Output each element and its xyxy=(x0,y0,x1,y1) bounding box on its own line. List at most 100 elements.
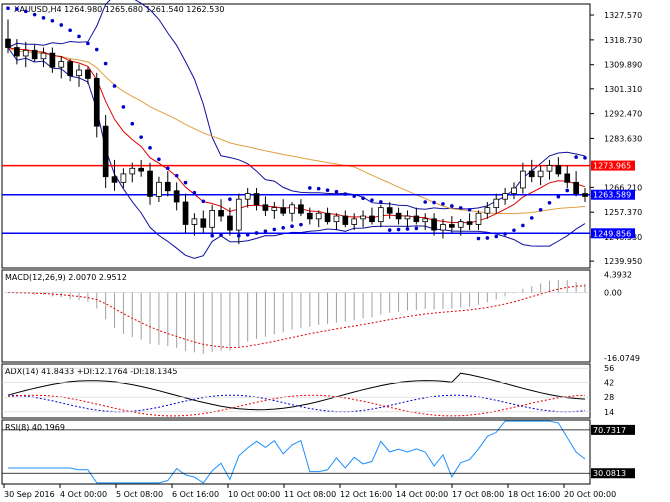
price-tick-label: 1301.310 xyxy=(604,85,642,94)
sar-dot xyxy=(521,223,525,228)
sar-dot xyxy=(574,155,578,159)
sar-dot xyxy=(405,227,410,231)
sar-dot xyxy=(467,207,472,212)
candle-body xyxy=(537,170,544,178)
candle-body xyxy=(85,69,91,79)
time-tick-label: 12 Oct 16:00 xyxy=(340,490,392,499)
sar-dot xyxy=(334,189,339,194)
sar-dot xyxy=(565,188,570,193)
candle-body xyxy=(298,204,304,214)
time-axis: 30 Sep 2016 4 Oct 00:00 5 Oct 08:00 6 Oct 1… xyxy=(3,484,616,499)
candle-body xyxy=(164,181,171,192)
sar-dot xyxy=(245,233,250,237)
level-tag xyxy=(591,228,635,239)
candle-body xyxy=(413,215,420,223)
macd-tick-label: 0.00 xyxy=(604,288,622,297)
sar-dot xyxy=(387,228,392,232)
candle-body xyxy=(431,218,437,231)
candle-body xyxy=(573,181,579,194)
sar-dot xyxy=(148,146,152,150)
rsi-level-tag xyxy=(591,468,635,479)
sar-dot xyxy=(174,173,179,178)
rsi-line xyxy=(8,420,586,484)
rsi-header: RSI(8) 40.1969 xyxy=(5,423,65,432)
bollinger-upper-line xyxy=(7,0,586,210)
rsi-level-tag xyxy=(591,424,635,435)
price-tick-label: 1266.210 xyxy=(604,183,642,192)
candle-body xyxy=(227,215,233,231)
candle-body xyxy=(395,212,402,220)
price-tick-label: 1257.370 xyxy=(604,208,642,217)
candle-body xyxy=(493,198,500,209)
candle-body xyxy=(377,207,384,223)
sar-dot xyxy=(112,84,117,88)
level-tag xyxy=(591,160,635,171)
macd-signal-line xyxy=(7,285,586,349)
candle-body xyxy=(76,69,82,77)
candle-body xyxy=(315,212,322,220)
sar-dot xyxy=(86,41,90,46)
time-tick-label: 5 Oct 08:00 xyxy=(116,490,163,499)
sar-dot xyxy=(281,225,285,230)
main-plot: 1327.570 1318.730 1309.890 1301.310 1292.470… xyxy=(1,0,642,269)
candle-body xyxy=(253,193,260,206)
sar-dot xyxy=(343,192,348,196)
plus-di-line xyxy=(7,394,586,413)
sar-dot xyxy=(41,16,46,20)
candle-body xyxy=(369,215,375,223)
sar-dot xyxy=(228,197,232,201)
sar-dot xyxy=(325,188,330,193)
candle-body xyxy=(582,193,588,197)
price-tick-label: 1309.890 xyxy=(604,61,642,70)
adx-tick-label: 56 xyxy=(604,364,614,373)
candle-body xyxy=(528,170,535,178)
sar-dot xyxy=(485,236,490,240)
sar-dot xyxy=(450,204,454,208)
sar-dot xyxy=(32,12,37,17)
macd-tick-label: 4.3932 xyxy=(604,271,632,280)
price-tick-label: 1292.470 xyxy=(604,110,642,119)
time-tick-label: 14 Oct 00:00 xyxy=(396,490,448,499)
adx-header: ADX(14) 41.8433 +DI:12.1764 -DI:18.1345 xyxy=(5,367,177,376)
candle-body xyxy=(58,61,65,68)
sar-dot xyxy=(316,186,321,191)
candle-body xyxy=(235,198,242,231)
sar-dot xyxy=(94,47,99,52)
candle-body xyxy=(209,210,216,228)
sar-dot xyxy=(254,231,259,235)
candle-body xyxy=(306,212,313,220)
rsi-tick-label: 30.0813 xyxy=(593,469,626,478)
sar-dot xyxy=(23,9,28,14)
candle-body xyxy=(289,204,295,214)
time-tick-label: 20 Oct 00:00 xyxy=(564,490,616,499)
chart-header: XAUUSD,H4 1264.980 1265.680 1261.540 126… xyxy=(14,5,224,14)
candle-body xyxy=(129,167,136,175)
price-tick-label: 1283.630 xyxy=(604,134,642,143)
sar-dot xyxy=(308,186,312,190)
sar-dot xyxy=(77,34,81,39)
panel-frame-2 xyxy=(1,419,591,485)
sar-dot xyxy=(379,200,383,204)
candle-body xyxy=(14,47,20,57)
sar-dot xyxy=(103,61,108,66)
sar-dot xyxy=(547,201,552,205)
candle-body xyxy=(173,190,180,203)
candle-body xyxy=(520,170,526,189)
candle-body xyxy=(555,165,562,175)
candle-body xyxy=(22,49,29,57)
rsi-tick-label: 70.7317 xyxy=(593,426,626,435)
sar-dot xyxy=(538,208,543,212)
adx-tick-label: 14 xyxy=(604,408,614,417)
sar-dot xyxy=(476,236,481,241)
main-frame-rect xyxy=(1,3,591,269)
ema-line xyxy=(7,47,586,224)
sar-dot xyxy=(6,6,10,11)
candle-body xyxy=(147,170,153,197)
panel-frame-0 xyxy=(1,269,591,363)
sar-dot xyxy=(423,200,428,204)
sar-dot xyxy=(583,156,587,160)
price-tick-label: 1318.730 xyxy=(604,36,642,45)
candle-body xyxy=(182,201,189,225)
candle-body xyxy=(564,173,571,183)
